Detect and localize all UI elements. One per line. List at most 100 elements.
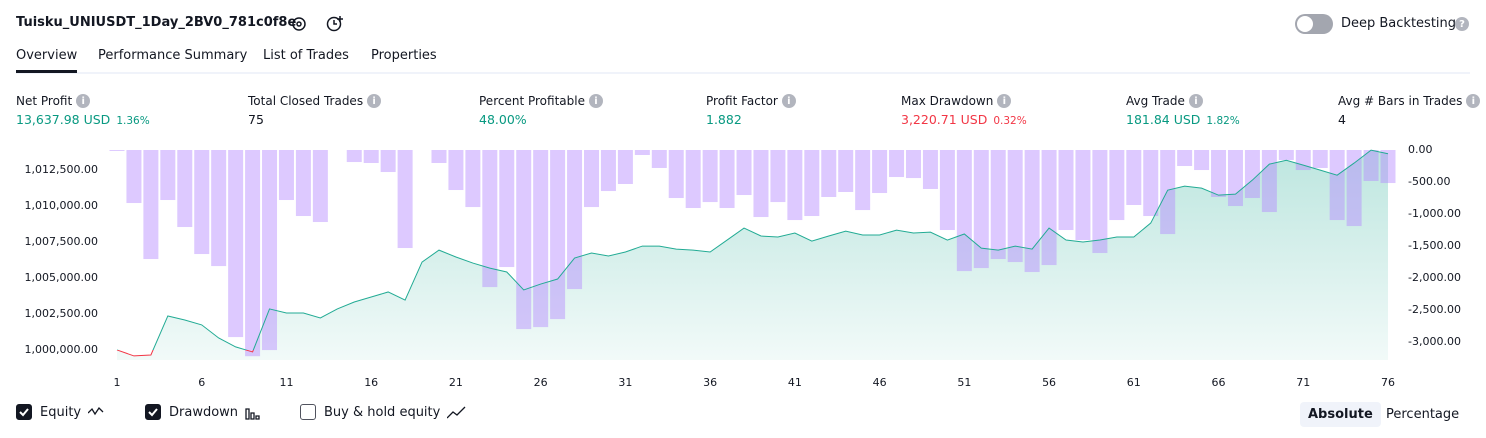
metric-value-text: 13,637.98 USD — [16, 112, 111, 127]
tab[interactable]: Performance Summary — [98, 48, 248, 63]
metric-percent: 0.32% — [993, 115, 1027, 127]
drawdown-bar — [990, 150, 1006, 260]
drawdown-bar — [363, 150, 379, 163]
help-icon[interactable]: ? — [1455, 17, 1469, 31]
drawdown-bar — [397, 150, 413, 249]
info-icon[interactable]: i — [1188, 94, 1203, 108]
metric-value: 13,637.98 USD 1.36% — [16, 112, 150, 127]
drawdown-bar — [956, 150, 972, 272]
drawdown-bar — [312, 150, 328, 223]
metric-value: 48.00% — [479, 112, 527, 127]
drawdown-bar — [380, 150, 396, 173]
metric-label-text: Avg # Bars in Trades — [1338, 94, 1463, 108]
x-tick-label: 16 — [364, 376, 378, 389]
tabs-divider — [16, 72, 1470, 74]
info-icon[interactable]: i — [781, 94, 796, 108]
drawdown-bar — [482, 150, 498, 288]
drawdown-bar — [1329, 150, 1345, 221]
drawdown-bar — [872, 150, 888, 194]
drawdown-bar — [160, 150, 176, 201]
drawdown-bar — [228, 150, 244, 338]
legend-icon — [245, 405, 267, 425]
chart: 1,000,000.00 1,002,500.00 1,005,000.00 1,00… — [25, 143, 1461, 389]
drawdown-bar — [550, 150, 566, 320]
y-tick-label: 1,005,000.00 — [25, 271, 98, 284]
y-tick-label: 1,000,000.00 — [25, 343, 98, 356]
drawdown-bar — [533, 150, 549, 328]
deep-backtesting-toggle[interactable] — [1295, 14, 1333, 34]
metric-value-text: 4 — [1338, 112, 1346, 127]
drawdown-bar — [939, 150, 955, 231]
checkbox[interactable] — [16, 404, 32, 420]
tab[interactable]: Properties — [371, 48, 437, 63]
x-tick-label: 21 — [449, 376, 463, 389]
info-icon[interactable]: i — [588, 94, 603, 108]
metric-label-text: Max Drawdown — [901, 94, 994, 108]
metric-label: Profit Factor i — [706, 94, 796, 108]
mode-button[interactable]: Absolute — [1300, 402, 1381, 427]
drawdown-bar — [262, 150, 278, 351]
x-tick-label: 1 — [114, 376, 121, 389]
drawdown-bar — [1092, 150, 1108, 254]
drawdown-bar — [1143, 150, 1159, 217]
y2-tick-label: -2,500.00 — [1408, 303, 1461, 316]
tab[interactable]: Overview — [16, 48, 78, 73]
info-icon[interactable]: i — [1466, 94, 1481, 108]
drawdown-bar — [109, 150, 125, 151]
settings-icon[interactable] — [289, 14, 309, 34]
metric-value: 181.84 USD 1.82% — [1126, 112, 1240, 127]
checkbox[interactable] — [145, 404, 161, 420]
drawdown-bar — [1041, 150, 1057, 266]
drawdown-bar — [278, 150, 294, 201]
equity-area — [117, 150, 1388, 360]
metric-value: 75 — [248, 112, 264, 127]
check — [148, 408, 158, 417]
drawdown-bar — [736, 150, 752, 196]
info-icon[interactable]: i — [76, 94, 91, 108]
metric-value-text: 48.00% — [479, 112, 527, 127]
y2-tick-label: -1,500.00 — [1408, 239, 1461, 252]
x-tick-label: 26 — [534, 376, 548, 389]
checkbox[interactable] — [300, 404, 316, 420]
x-tick-label: 41 — [788, 376, 802, 389]
drawdown-bar — [719, 150, 735, 209]
legend-toggle[interactable]: Equity — [16, 404, 81, 420]
icon — [87, 406, 104, 416]
x-tick-label: 66 — [1212, 376, 1226, 389]
drawdown-bar — [1363, 150, 1379, 181]
drawdown-bar — [1346, 150, 1362, 227]
drawdown-bar — [194, 150, 210, 255]
drawdown-bar — [211, 150, 227, 267]
info-icon[interactable]: i — [367, 94, 382, 108]
drawdown-bar — [804, 150, 820, 217]
x-tick-label: 56 — [1042, 376, 1056, 389]
drawdown-bar — [431, 150, 447, 163]
info-icon[interactable]: i — [997, 94, 1012, 108]
metric-value: 1.882 — [706, 112, 742, 127]
alert-icon[interactable] — [324, 13, 346, 35]
tab[interactable]: List of Trades — [263, 48, 349, 63]
drawdown-bar — [1126, 150, 1142, 205]
x-tick-label: 76 — [1381, 376, 1395, 389]
legend-toggle[interactable]: Drawdown — [145, 404, 238, 420]
legend-label: Equity — [40, 404, 82, 420]
drawdown-bar — [295, 150, 311, 217]
toggle-knob — [1297, 16, 1313, 32]
y-tick-label: 1,002,500.00 — [25, 307, 98, 320]
mode-button[interactable]: Percentage — [1386, 407, 1460, 422]
drawdown-bar — [465, 150, 481, 208]
drawdown-bar — [448, 150, 464, 191]
drawdown-bar — [770, 150, 786, 203]
legend-icon — [446, 405, 469, 425]
y-tick-label: 1,012,500.00 — [25, 163, 98, 176]
drawdown-bar — [1160, 150, 1176, 235]
drawdown-bar — [973, 150, 989, 269]
strategy-title: Tuisku_UNIUSDT_1Day_2BV0_781c0f8e — [16, 15, 297, 30]
drawdown-bar — [1278, 150, 1294, 160]
y2-tick-label: -500.00 — [1408, 175, 1450, 188]
legend-toggle[interactable]: Buy & hold equity — [300, 404, 440, 420]
y-tick-label: 1,010,000.00 — [25, 199, 98, 212]
drawdown-bar — [702, 150, 718, 203]
legend-label: Drawdown — [169, 404, 239, 420]
